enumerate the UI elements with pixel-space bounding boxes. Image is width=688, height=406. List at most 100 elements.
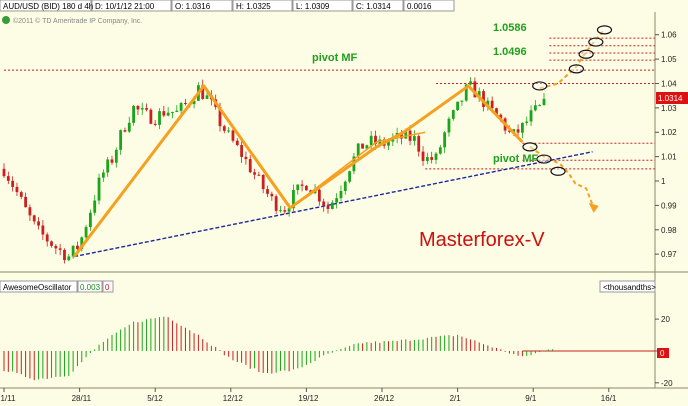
price-tag-text: 1.0314	[658, 94, 683, 103]
candle-body	[50, 241, 53, 246]
candle-body	[80, 237, 84, 250]
ellipse-marker	[550, 166, 566, 176]
candle-body	[356, 143, 360, 157]
candle-body	[123, 130, 127, 132]
candle-body	[430, 157, 434, 160]
candle-body	[387, 141, 390, 146]
candle-body	[486, 100, 490, 107]
candle-body	[296, 184, 300, 191]
candle-body	[218, 107, 222, 127]
candle-body	[235, 140, 239, 146]
candle-body	[417, 136, 421, 152]
copyright-note: ©2011 © TD Ameritrade IP Company, Inc.	[2, 16, 142, 25]
candle-body	[149, 109, 153, 124]
candle-body	[54, 245, 58, 249]
pivot-label-left: pivot MF	[312, 52, 357, 64]
candle-body	[404, 130, 408, 139]
candle-body	[11, 180, 15, 187]
x-tick-label: 2/1	[450, 394, 462, 403]
wave-main	[73, 84, 524, 258]
y-tick-label: 1.05	[661, 55, 677, 64]
y-tick-label: 1	[661, 177, 666, 186]
candle-body	[326, 205, 330, 209]
y-tick-label: 0.98	[661, 226, 677, 235]
x-tick-label: 9/1	[525, 394, 537, 403]
candle-body	[339, 190, 343, 199]
candle-body	[266, 189, 269, 194]
candle-body	[240, 145, 243, 157]
ellipse-markers	[522, 25, 613, 176]
candle-body	[438, 147, 442, 154]
candle-body	[41, 225, 45, 235]
candle-body	[140, 108, 144, 110]
candle-body	[348, 171, 351, 182]
wave-thin	[289, 131, 426, 209]
candle-body	[300, 184, 304, 186]
pivot-label-right: pivot MF	[493, 153, 538, 165]
candle-body	[106, 159, 110, 173]
candle-body	[538, 105, 542, 107]
candle-body	[24, 196, 27, 208]
candle-body	[227, 130, 231, 132]
oscillator-value: 0.003	[80, 283, 101, 292]
watermark-text: Masterforex-V	[419, 229, 545, 251]
ellipse-marker	[536, 154, 552, 164]
candle-body	[253, 172, 256, 175]
candle-body	[145, 108, 148, 110]
price-tag: 1.0314	[656, 92, 688, 104]
candle-body	[2, 168, 6, 177]
candle-body	[464, 84, 468, 101]
candle-body	[89, 212, 92, 228]
candle-body	[361, 143, 364, 149]
candle-body	[287, 208, 291, 212]
candle-body	[542, 98, 546, 106]
ellipse-marker	[532, 81, 548, 91]
symbol-label: AUD/USD (BID) 180 d 4h	[3, 2, 93, 11]
candle-body	[335, 198, 339, 203]
zero-tag-box	[657, 348, 669, 358]
x-tick-label: 5/12	[147, 394, 163, 403]
oscillator-header: AwesomeOscillator 0.003 0 <thousandths>	[0, 280, 656, 293]
candle-body	[434, 153, 438, 160]
candle-body	[6, 176, 10, 181]
candle-body	[84, 227, 88, 238]
x-tick-label: 26/12	[374, 394, 395, 403]
main-panel-frame	[0, 12, 688, 389]
high-label: H: 1.0325	[236, 2, 271, 11]
ellipse-marker	[522, 142, 538, 152]
wave-lines	[73, 84, 524, 258]
candle-body	[516, 129, 520, 133]
candle-body	[244, 156, 248, 160]
candle-body	[97, 177, 101, 201]
candle-body	[292, 190, 295, 209]
candle-body	[490, 100, 494, 109]
osc-y-tick-label: -20	[661, 379, 673, 388]
down-arrow-head	[588, 202, 599, 213]
candle-body	[499, 114, 503, 119]
y-tick-label: 1.06	[661, 31, 677, 40]
candle-body	[374, 135, 377, 144]
candle-body	[369, 135, 373, 146]
candle-body	[153, 123, 157, 125]
candle-body	[521, 122, 524, 133]
ellipse-marker	[596, 25, 613, 35]
candle-body	[45, 234, 49, 242]
change-label: 0.0016	[407, 2, 432, 11]
candle-body	[15, 186, 19, 193]
x-tick-label: 21/11	[0, 394, 16, 403]
candle-body	[451, 110, 455, 119]
candle-body	[166, 112, 170, 116]
candle-body	[283, 210, 287, 212]
candle-body	[343, 181, 347, 191]
oscillator-name: AwesomeOscillator	[3, 283, 72, 292]
candle-body	[477, 91, 481, 98]
x-tick-label: 12/12	[223, 394, 244, 403]
candle-body	[508, 130, 511, 132]
price-tag-box	[656, 92, 688, 104]
candle-body	[400, 132, 403, 139]
copyright-text: ©2011 © TD Ameritrade IP Company, Inc.	[13, 17, 142, 25]
candle-body	[71, 245, 75, 257]
candle-body	[110, 159, 114, 163]
candle-body	[28, 207, 32, 216]
candle-body	[322, 201, 326, 206]
